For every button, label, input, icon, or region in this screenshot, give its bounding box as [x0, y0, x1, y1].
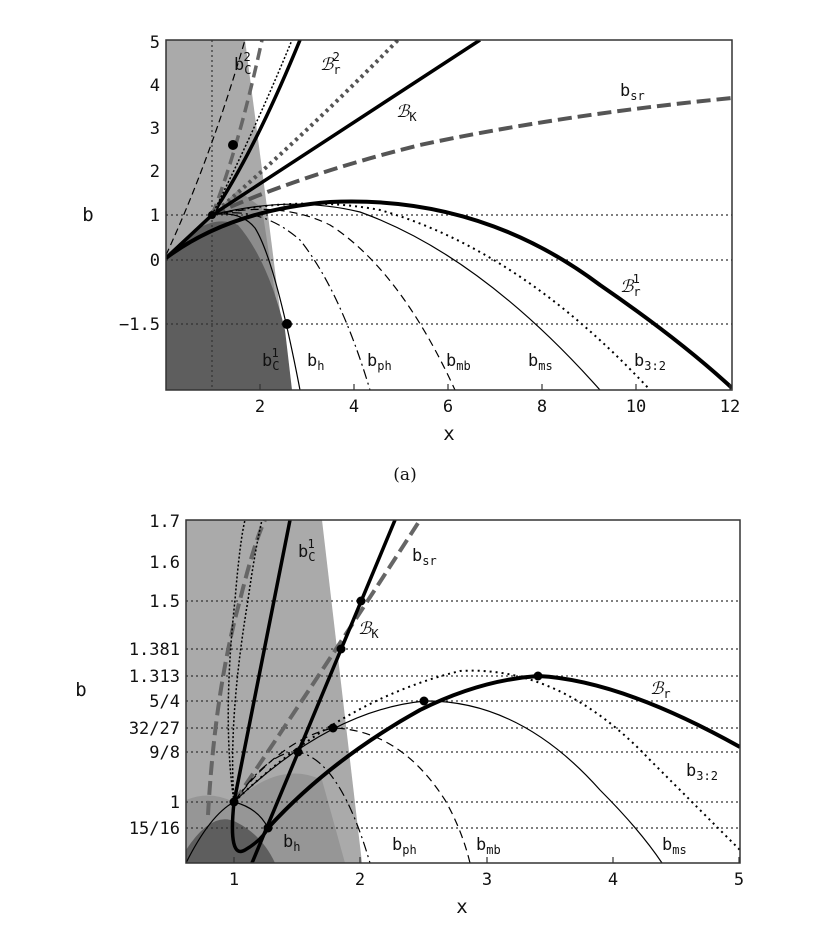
panel-b-curve-label: bms — [662, 835, 687, 857]
panel-a-ytick-label: 1 — [150, 206, 160, 226]
panel-a-curve-bsr — [211, 96, 732, 217]
panel-a-xtick-label: 4 — [349, 397, 359, 417]
panel-b-point — [336, 644, 346, 654]
panel-a-ylabel: b — [82, 204, 93, 226]
panel-a-xtick-label: 8 — [537, 397, 547, 417]
panel-b-plot-area — [186, 520, 740, 863]
panel-a-xticks — [259, 384, 731, 390]
panel-a-point — [208, 211, 216, 219]
panel-b-curve-dotted-inner2 — [231, 520, 263, 803]
panel-b-ytick-label: 1.313 — [129, 667, 180, 687]
panel-a-curve-bmb — [211, 208, 456, 390]
panel-b-curve-br — [266, 673, 740, 830]
panel-a-ytick-label: 5 — [150, 33, 160, 53]
panel-a-xtick-label: 12 — [720, 397, 740, 417]
panel-b-ytick-label: 5/4 — [149, 692, 180, 712]
panel-a-xlabel: x — [443, 423, 454, 445]
panel-b-ytick-label: 1.7 — [149, 512, 180, 532]
panel-b-point — [419, 696, 429, 706]
panel-b-curve-bmb — [233, 727, 471, 863]
panel-b-curve-bk — [250, 520, 397, 863]
panel-b-xticks — [233, 857, 740, 863]
panel-a-region-dark — [166, 221, 292, 390]
panel-b-curve-label: b3:2 — [686, 761, 718, 783]
panel-b-ytick-label: 15/16 — [129, 819, 180, 839]
panel-b-xlabel: x — [456, 896, 467, 918]
panel-b-point — [328, 723, 338, 733]
panel-a-curve-label: b3:2 — [634, 351, 666, 373]
panel-b-ytick-label: 9/8 — [149, 743, 180, 763]
panel-a: 2 4 6 8 10 12 5 4 3 2 1 0 −1.5 x b (a) — [82, 33, 740, 485]
panel-a-curve-thin-dashed — [166, 40, 246, 256]
panel-a-curve-label: bC2 — [234, 50, 251, 77]
panel-a-curve-bh — [211, 213, 301, 390]
panel-a-curve-br1 — [166, 199, 732, 390]
panel-a-xtick-label: 10 — [626, 397, 646, 417]
panel-b-curve-b32 — [233, 669, 740, 851]
panel-b-curve-label: ℬK — [358, 619, 379, 641]
panel-b-xtick-label: 3 — [482, 870, 492, 890]
panel-b-ytick-label: 1 — [170, 793, 180, 813]
panel-a-curve-label: bC1 — [262, 346, 279, 373]
panel-a-curve-b32 — [211, 202, 651, 390]
panel-b: 1 2 3 4 5 1.7 1.6 1.5 1.381 1.313 5/4 32… — [75, 512, 744, 918]
panel-a-frame — [165, 39, 733, 391]
panel-a-curve-bms — [211, 203, 601, 390]
panel-a-ytick-label: 4 — [150, 76, 160, 96]
panel-b-ytick-label: 1.381 — [129, 640, 180, 660]
panel-a-curve-label: bsr — [620, 81, 645, 103]
panel-b-ylabel: b — [75, 679, 86, 701]
panel-b-curve-label: bph — [392, 835, 417, 857]
panel-b-point — [263, 823, 273, 833]
panel-b-curve-label: bC1 — [298, 537, 315, 564]
panel-b-ytick-label: 1.5 — [149, 592, 180, 612]
panel-a-ytick-label: 2 — [150, 162, 160, 182]
panel-a-ytick-label: 0 — [150, 251, 160, 271]
panel-b-xtick-label: 1 — [229, 870, 239, 890]
panel-b-curve-label: bmb — [476, 835, 501, 857]
panel-a-curve-label: bms — [528, 351, 553, 373]
panel-b-xtick-label: 2 — [355, 870, 365, 890]
panel-a-curve-bph — [211, 212, 371, 390]
panel-b-region-light — [186, 520, 362, 863]
panel-b-curve-bms — [233, 700, 663, 863]
panel-a-curve-br2 — [210, 40, 400, 217]
panel-a-curve-label: ℬK — [396, 102, 417, 124]
panel-b-gridlines — [186, 600, 740, 829]
panel-a-curve-label: ℬr2 — [320, 50, 341, 77]
panel-a-curve-label: bph — [367, 351, 392, 373]
panel-a-xtick-label: 6 — [443, 397, 453, 417]
panel-a-ytick-label: −1.5 — [119, 315, 160, 335]
panel-b-frame — [185, 519, 741, 864]
panel-b-region-dark — [186, 819, 275, 863]
panel-a-curve-label: bh — [307, 351, 324, 373]
panel-b-curve-bk-loop — [230, 520, 292, 854]
panel-b-curve-bsr — [206, 520, 422, 816]
panel-a-point — [228, 140, 238, 150]
panel-a-point — [282, 319, 292, 329]
panel-b-xtick-label: 5 — [734, 870, 744, 890]
panel-a-curve-bk-upper — [210, 40, 302, 216]
panel-a-curve-label: ℬr1 — [620, 272, 641, 299]
panel-a-curve-thin-dotted — [211, 40, 293, 216]
panel-a-ytick-label: 3 — [150, 119, 160, 139]
panel-b-curve-label: bsr — [412, 546, 437, 568]
panel-a-caption: (a) — [393, 465, 416, 485]
panel-a-curve-bc2 — [210, 40, 264, 216]
panel-b-point — [533, 671, 543, 681]
panel-b-curve-label: ℬr — [650, 679, 671, 701]
panel-b-curve-label: bh — [283, 832, 300, 854]
panel-a-plot-area — [166, 40, 732, 390]
panel-b-xtick-label: 4 — [608, 870, 618, 890]
panel-b-point — [293, 747, 303, 757]
panel-b-point — [356, 596, 366, 606]
panel-a-curve-label: bmb — [446, 351, 471, 373]
panel-b-ytick-label: 1.6 — [149, 553, 180, 573]
panel-b-point — [229, 797, 239, 807]
panel-b-ytick-label: 32/27 — [129, 719, 180, 739]
panel-a-xtick-label: 2 — [255, 397, 265, 417]
